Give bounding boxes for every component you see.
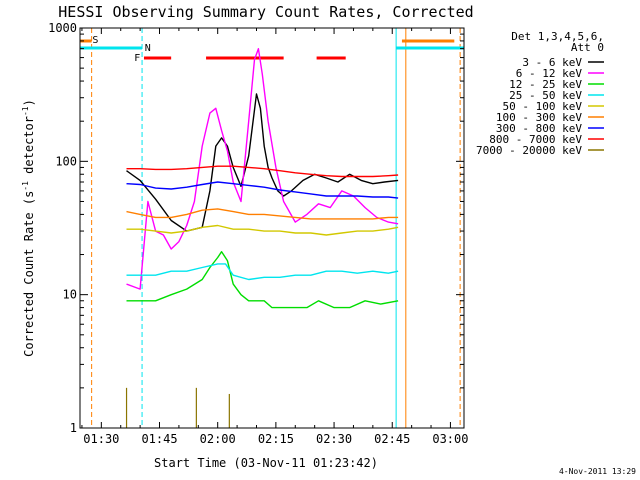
legend-entry-label: 50 - 100 keV bbox=[503, 100, 583, 113]
series-lines bbox=[125, 48, 399, 428]
legend-entry-label: 3 - 6 keV bbox=[522, 56, 582, 69]
chart-title: HESSI Observing Summary Count Rates, Cor… bbox=[58, 3, 473, 21]
series-line bbox=[126, 208, 399, 220]
plot-frame bbox=[79, 27, 465, 429]
x-tick-label: 02:30 bbox=[316, 432, 352, 446]
y-tick-label: 10 bbox=[63, 288, 77, 302]
x-tick-label: 01:45 bbox=[141, 432, 177, 446]
observing-flags: S NF bbox=[79, 28, 465, 428]
night-label: N bbox=[145, 43, 151, 54]
y-tick-label: 1 bbox=[70, 421, 77, 435]
series-line bbox=[126, 263, 399, 281]
x-tick-label: 02:15 bbox=[258, 432, 294, 446]
legend-entry-label: 7000 - 20000 keV bbox=[476, 144, 582, 157]
legend-title-line1: Det 1,3,4,5,6, bbox=[511, 30, 604, 43]
series-line bbox=[126, 224, 399, 236]
legend-entry-label: 800 - 7000 keV bbox=[489, 133, 582, 146]
legend-entry-label: 300 - 800 keV bbox=[496, 122, 582, 135]
series-line bbox=[126, 93, 399, 232]
y-tick-label: 100 bbox=[55, 154, 77, 168]
y-tick-label: 1000 bbox=[48, 21, 77, 35]
legend-entry-label: 6 - 12 keV bbox=[516, 67, 583, 80]
timestamp: 4-Nov-2011 13:29 bbox=[559, 467, 636, 476]
x-tick-label: 02:00 bbox=[200, 432, 236, 446]
legend-entry-label: 25 - 50 keV bbox=[509, 89, 582, 102]
axes: 01:30 01:45 02:00 02:15 02:30 02:45 03:00 1 10 10… bbox=[48, 21, 468, 446]
x-tick-label: 01:30 bbox=[83, 432, 119, 446]
y-axis-label: Corrected Count Rate (s-1 detector-1) bbox=[21, 99, 36, 357]
legend-entry-label: 12 - 25 keV bbox=[509, 78, 582, 91]
legend-entry-label: 100 - 300 keV bbox=[496, 111, 582, 124]
series-line bbox=[126, 165, 399, 178]
legend-title-line2: Att 0 bbox=[571, 41, 604, 54]
saa-label: S bbox=[92, 35, 98, 46]
flare-label: F bbox=[134, 53, 140, 64]
series-line bbox=[126, 181, 399, 199]
x-axis-label: Start Time (03-Nov-11 01:23:42) bbox=[154, 456, 378, 470]
x-tick-label: 03:00 bbox=[432, 432, 468, 446]
series-line bbox=[126, 250, 399, 309]
x-tick-label: 02:45 bbox=[374, 432, 410, 446]
